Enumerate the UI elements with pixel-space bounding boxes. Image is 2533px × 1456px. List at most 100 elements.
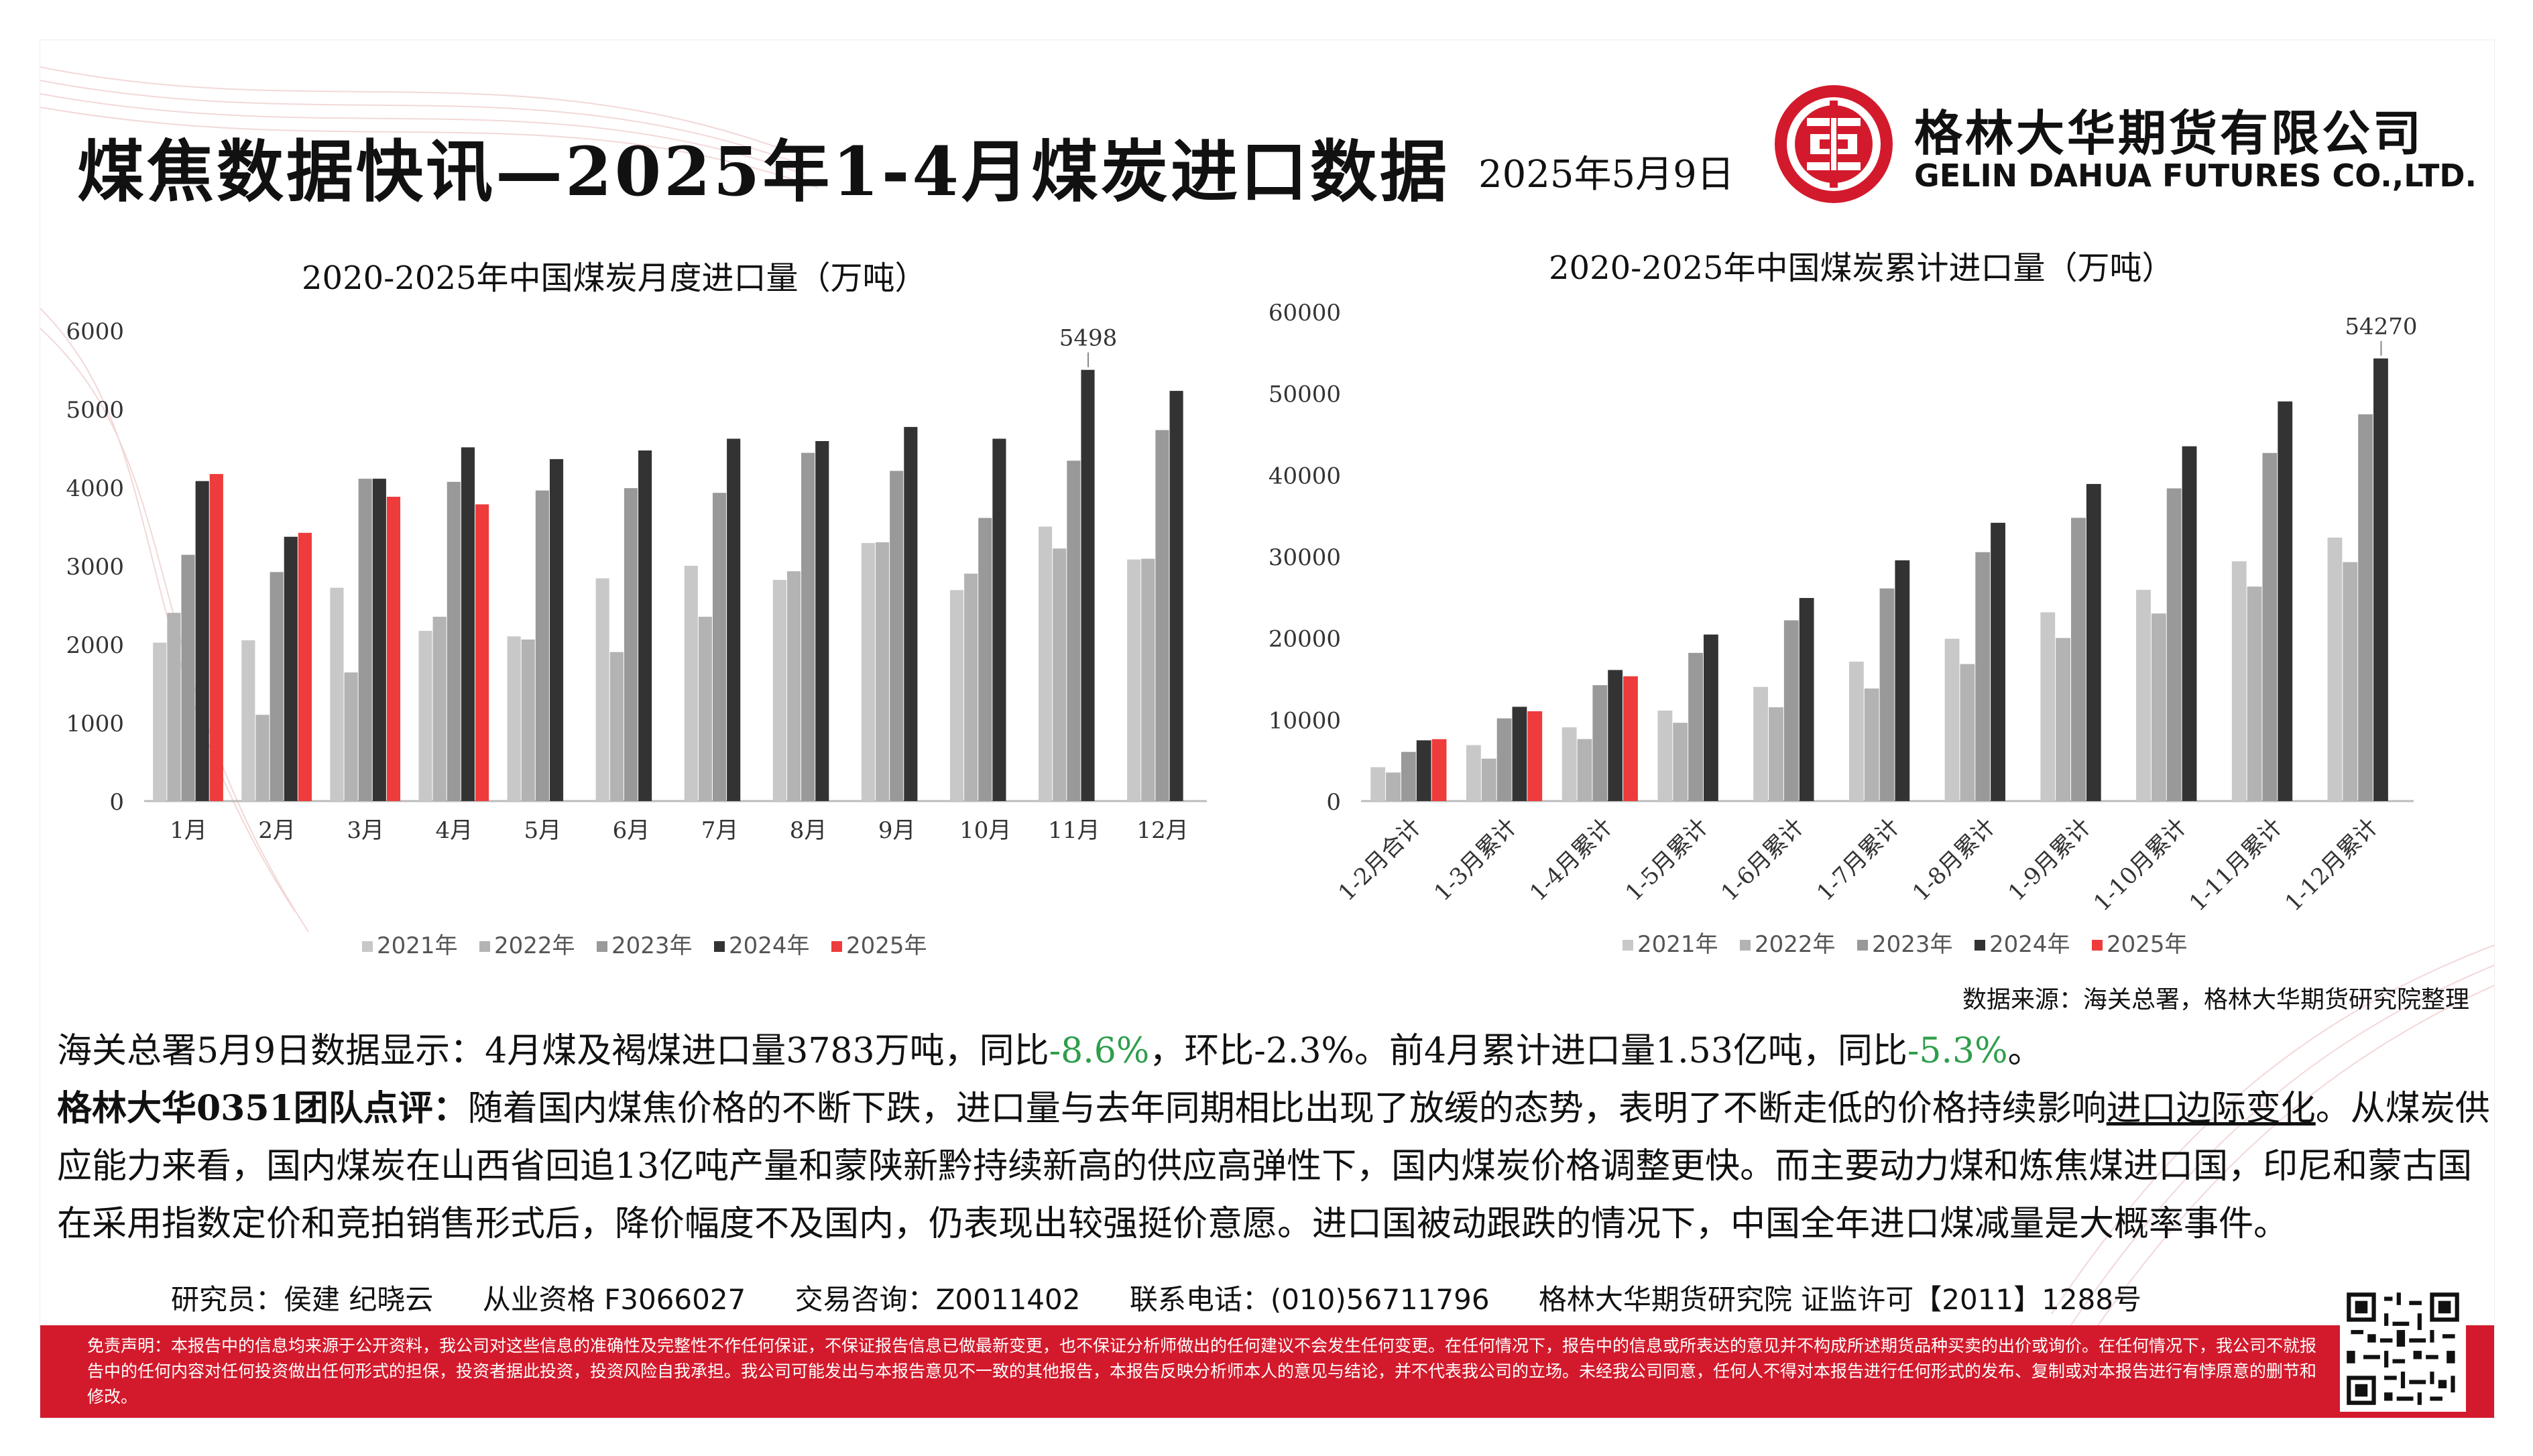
bar-2021年-2月 bbox=[241, 640, 255, 801]
bar-2022年-5月 bbox=[521, 639, 535, 801]
x-tick-label: 9月 bbox=[878, 817, 916, 844]
x-tick-label: 1-7月累计 bbox=[1812, 813, 1905, 906]
y-tick-label: 6000 bbox=[66, 318, 124, 345]
bar-2021年-1-10月累计 bbox=[2136, 589, 2151, 801]
researchers: 研究员：侯建 纪晓云 bbox=[171, 1283, 434, 1316]
bar-2022年-8月 bbox=[786, 571, 801, 801]
commentary: 海关总署5月9日数据显示：4月煤及褐煤进口量3783万吨，同比-8.6%，环比-… bbox=[57, 1022, 2497, 1253]
summary-paragraph: 海关总署5月9日数据显示：4月煤及褐煤进口量3783万吨，同比-8.6%，环比-… bbox=[57, 1022, 2497, 1080]
y-tick-label: 0 bbox=[109, 789, 124, 816]
legend-label: 2021年 bbox=[1637, 931, 1718, 958]
legend-swatch bbox=[1623, 940, 1633, 951]
legend-label: 2025年 bbox=[846, 932, 927, 959]
bar-2023年-1-4月累计 bbox=[1592, 685, 1608, 801]
bar-2022年-12月 bbox=[1141, 558, 1155, 801]
footer-info: 研究员：侯建 纪晓云 从业资格 F3066027 交易咨询：Z0011402 联… bbox=[171, 1277, 2182, 1318]
data-label: 5498 bbox=[1059, 325, 1118, 352]
bar-2024年-1月 bbox=[195, 481, 209, 801]
legend-label: 2021年 bbox=[377, 932, 458, 959]
bar-2021年-6月 bbox=[595, 578, 609, 801]
bar-2023年-6月 bbox=[624, 488, 638, 801]
summary-end: 。 bbox=[2007, 1031, 2043, 1071]
bar-2022年-1-4月累计 bbox=[1577, 739, 1592, 801]
bar-2022年-1-10月累计 bbox=[2151, 613, 2166, 801]
x-tick-label: 6月 bbox=[613, 817, 650, 844]
qr-code-icon[interactable] bbox=[2340, 1286, 2466, 1412]
disclaimer-bar: 免责声明：本报告中的信息均来源于公开资料，我公司对这些信息的准确性及完整性不作任… bbox=[40, 1325, 2494, 1418]
bar-2022年-10月 bbox=[964, 573, 978, 801]
x-tick-label: 1月 bbox=[170, 817, 207, 844]
bar-2025年-1-3月累计 bbox=[1527, 711, 1543, 801]
x-tick-label: 1-3月累计 bbox=[1429, 813, 1522, 906]
x-tick-label: 1-8月累计 bbox=[1907, 813, 2001, 906]
legend-swatch bbox=[2092, 940, 2103, 951]
y-tick-label: 5000 bbox=[66, 397, 124, 424]
bar-2021年-1-5月累计 bbox=[1657, 710, 1673, 801]
bar-2022年-1-11月累计 bbox=[2247, 587, 2262, 801]
bar-2021年-10月 bbox=[949, 590, 964, 801]
bar-2022年-1月 bbox=[167, 613, 181, 801]
monthly-chart-title: 2020-2025年中国煤炭月度进口量（万吨） bbox=[302, 259, 927, 297]
bar-2021年-3月 bbox=[330, 587, 344, 801]
bar-2022年-1-7月累计 bbox=[1864, 688, 1879, 801]
review-paragraph: 格林大华0351团队点评：随着国内煤焦价格的不断下跌，进口量与去年同期相比出现了… bbox=[57, 1080, 2497, 1253]
y-tick-label: 0 bbox=[1326, 789, 1341, 816]
bar-2023年-1-5月累计 bbox=[1688, 652, 1703, 801]
legend-swatch bbox=[479, 941, 490, 952]
bar-2021年-1-9月累计 bbox=[2040, 612, 2056, 801]
bar-2024年-8月 bbox=[815, 440, 829, 801]
data-source-note: 数据来源：海关总署，格林大华期货研究院整理 bbox=[1962, 986, 2469, 1014]
summary-text: 海关总署5月9日数据显示：4月煤及褐煤进口量3783万吨，同比 bbox=[57, 1031, 1049, 1071]
y-tick-label: 10000 bbox=[1269, 707, 1341, 734]
bar-2022年-1-5月累计 bbox=[1673, 723, 1688, 801]
bar-2024年-5月 bbox=[549, 459, 564, 801]
y-tick-label: 4000 bbox=[66, 475, 124, 502]
bar-2024年-12月 bbox=[1169, 391, 1183, 801]
bar-2024年-1-2月合计 bbox=[1416, 740, 1431, 801]
review-lead: 格林大华0351团队点评： bbox=[57, 1088, 468, 1129]
bar-2023年-1-10月累计 bbox=[2166, 488, 2182, 801]
bar-2022年-4月 bbox=[432, 617, 447, 801]
bar-2022年-9月 bbox=[876, 542, 890, 801]
bar-2022年-1-12月累计 bbox=[2343, 562, 2358, 801]
bar-2023年-10月 bbox=[978, 518, 992, 801]
yoy-monthly-change: -8.6% bbox=[1049, 1031, 1150, 1071]
bar-2021年-1-8月累计 bbox=[1944, 638, 1960, 801]
legend-label: 2023年 bbox=[1872, 931, 1953, 958]
bar-2021年-1-11月累计 bbox=[2231, 561, 2247, 801]
bar-2023年-2月 bbox=[270, 572, 284, 801]
x-tick-label: 1-9月累计 bbox=[2003, 813, 2097, 906]
bar-2025年-3月 bbox=[386, 497, 401, 801]
bar-2024年-6月 bbox=[638, 450, 652, 801]
company-name-en: GELIN DAHUA FUTURES CO.,LTD. bbox=[1914, 158, 2477, 194]
bar-2023年-1月 bbox=[181, 554, 195, 801]
y-tick-label: 40000 bbox=[1269, 463, 1341, 489]
review-text-2: 。从煤炭供应能力来看，国内煤炭在山西省回追13亿吨产量和蒙陕新黔持续新高的供应高… bbox=[57, 1089, 2490, 1244]
x-tick-label: 1-6月累计 bbox=[1716, 813, 1810, 906]
bar-2024年-1-9月累计 bbox=[2086, 483, 2101, 801]
legend-label: 2025年 bbox=[2107, 931, 2188, 958]
bar-2021年-5月 bbox=[507, 636, 521, 801]
bar-2023年-1-7月累计 bbox=[1879, 588, 1895, 801]
contact-phone: 联系电话：(010)56711796 bbox=[1129, 1283, 1490, 1316]
bar-2023年-4月 bbox=[447, 481, 461, 801]
y-tick-label: 50000 bbox=[1269, 381, 1341, 408]
bar-2021年-9月 bbox=[861, 543, 876, 801]
bar-2022年-2月 bbox=[255, 715, 270, 801]
bar-2024年-10月 bbox=[992, 438, 1006, 801]
bar-2024年-4月 bbox=[461, 447, 475, 801]
bar-2022年-1-2月合计 bbox=[1386, 772, 1401, 801]
bar-2022年-1-3月累计 bbox=[1481, 758, 1496, 801]
bar-2022年-3月 bbox=[344, 672, 358, 801]
bar-2023年-7月 bbox=[712, 493, 727, 801]
bar-2023年-1-12月累计 bbox=[2358, 414, 2373, 801]
bar-2021年-1-6月累计 bbox=[1753, 686, 1769, 801]
bar-2023年-1-2月合计 bbox=[1401, 751, 1416, 801]
bar-2024年-3月 bbox=[372, 479, 386, 801]
bar-2021年-7月 bbox=[684, 566, 698, 801]
report-title: 煤焦数据快讯—2025年1-4月煤炭进口数据 bbox=[77, 132, 1450, 211]
legend-swatch bbox=[1975, 940, 1985, 951]
legend-swatch bbox=[831, 941, 842, 952]
consulting-license: 交易咨询：Z0011402 bbox=[794, 1283, 1081, 1316]
y-tick-label: 60000 bbox=[1269, 300, 1341, 326]
